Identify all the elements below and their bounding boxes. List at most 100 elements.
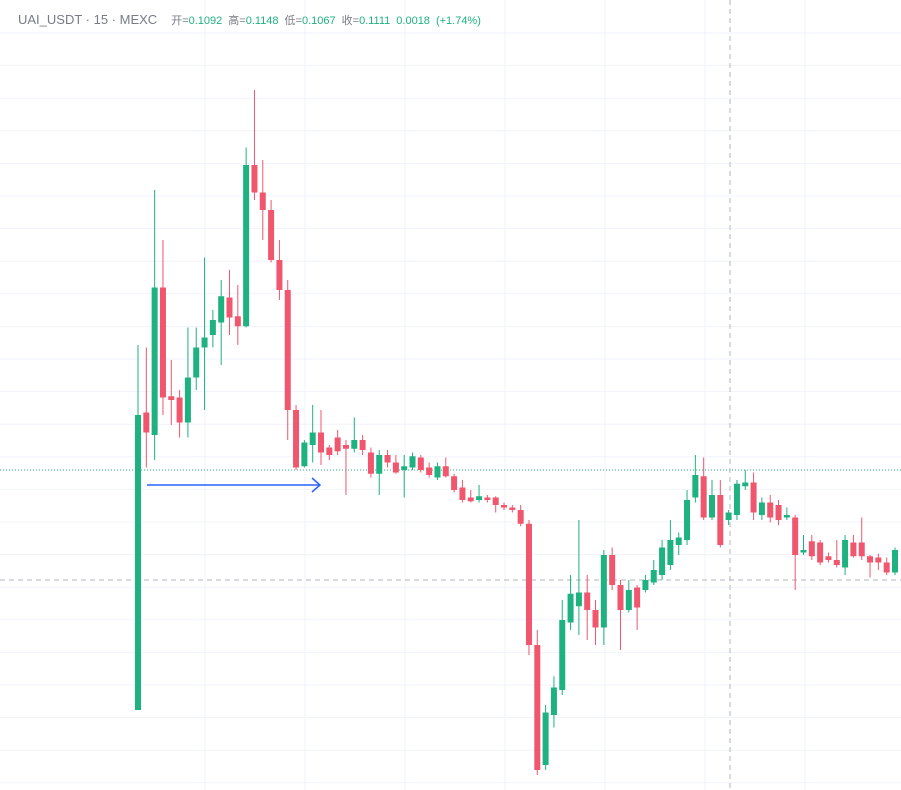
candle-body — [209, 320, 216, 335]
candle-body — [609, 555, 616, 585]
candle-body — [542, 712, 549, 765]
candle-body — [367, 452, 374, 474]
candle-body — [883, 562, 890, 573]
candle-body — [467, 497, 474, 502]
candle-body — [692, 475, 699, 498]
candle-body — [384, 455, 391, 463]
candle-body — [451, 476, 458, 490]
candle-body — [758, 502, 765, 515]
field-value: 0.1148 — [245, 15, 279, 27]
candle-body — [775, 505, 782, 520]
candle-body — [584, 592, 591, 610]
candle-body — [151, 287, 158, 435]
candle-body — [226, 297, 233, 318]
candle-body — [675, 537, 682, 545]
symbol: UAI_USDT · 15 · MEXC — [18, 12, 158, 27]
candle-body — [684, 500, 691, 540]
candle-body — [476, 496, 483, 500]
candle-body — [401, 466, 408, 470]
candle-body — [750, 482, 757, 513]
field-value: 0.1111 — [359, 15, 391, 27]
legend: UAI_USDT · 15 · MEXC 开=0.1092 高=0.1148 低=0.… — [18, 12, 487, 28]
candle-body — [842, 540, 849, 568]
candle-body — [301, 442, 308, 467]
candle-body — [318, 432, 325, 453]
candle-body — [342, 445, 349, 449]
candle-body — [575, 592, 582, 607]
candles — [135, 90, 898, 775]
candle-body — [817, 542, 824, 563]
field-value: 0.1067 — [301, 15, 336, 27]
candle-body — [309, 432, 316, 445]
ohlc-fields: 开=0.1092 高=0.1148 低=0.1067 收=0.1111 — [171, 15, 396, 27]
candle-body — [617, 585, 624, 610]
candle-body — [634, 587, 641, 608]
candle-body — [484, 497, 491, 500]
candle-body — [193, 347, 200, 378]
candle-body — [708, 495, 715, 518]
field-label: 高= — [228, 15, 246, 27]
field-label: 收= — [341, 15, 360, 27]
candle-body — [426, 467, 433, 475]
candle-body — [600, 555, 607, 628]
candle-body — [276, 260, 283, 290]
candle-body — [409, 456, 416, 468]
candle-body — [625, 590, 632, 610]
candle-body — [392, 462, 399, 473]
candle-body — [800, 550, 807, 553]
candle-body — [667, 540, 674, 565]
candle-body — [376, 455, 383, 474]
candle-body — [326, 447, 333, 455]
candle-body — [243, 165, 250, 327]
change-pct: (+1.74%) — [435, 15, 481, 27]
candle-body — [434, 466, 441, 478]
candle-body — [351, 440, 358, 449]
candle-body — [700, 476, 707, 518]
candle-body — [592, 610, 599, 628]
candle-body — [717, 495, 724, 545]
candle-body — [517, 510, 524, 524]
candle-body — [525, 523, 532, 645]
candle-body — [168, 396, 175, 400]
candle-body — [875, 557, 882, 563]
candle-body — [725, 512, 732, 520]
candle-body — [783, 515, 790, 518]
candle-body — [442, 466, 449, 477]
field-label: 开= — [171, 15, 189, 27]
candle-body — [143, 412, 150, 433]
candle-body — [234, 316, 241, 327]
candle-body — [550, 687, 557, 715]
candle-body — [534, 645, 541, 770]
candle-body — [201, 337, 208, 348]
candle-body — [792, 517, 799, 555]
change: 0.0018 — [396, 15, 430, 27]
candle-body — [892, 550, 898, 573]
candle-body — [293, 410, 300, 468]
candle-body — [867, 556, 874, 563]
candle-body — [159, 287, 166, 398]
field-value: 0.1092 — [188, 15, 223, 27]
candle-body — [742, 482, 749, 487]
candle-body — [284, 290, 291, 410]
candle-body — [659, 547, 666, 575]
candle-body — [850, 542, 857, 557]
candle-body — [650, 570, 657, 583]
candle-body — [767, 502, 774, 518]
candle-body — [459, 487, 466, 500]
candle-body — [559, 620, 566, 690]
candle-body — [135, 415, 141, 710]
candle-body — [808, 541, 815, 557]
candle-body — [176, 397, 183, 423]
candle-body — [567, 593, 574, 623]
candle-body — [334, 437, 341, 452]
candle-body — [825, 556, 832, 560]
candle-body — [833, 560, 840, 565]
candle-body — [268, 210, 275, 260]
candle-body — [642, 580, 649, 590]
candle-body — [733, 483, 740, 515]
candle-body — [259, 192, 266, 210]
candle-body — [218, 296, 225, 323]
candle-body — [359, 440, 366, 450]
